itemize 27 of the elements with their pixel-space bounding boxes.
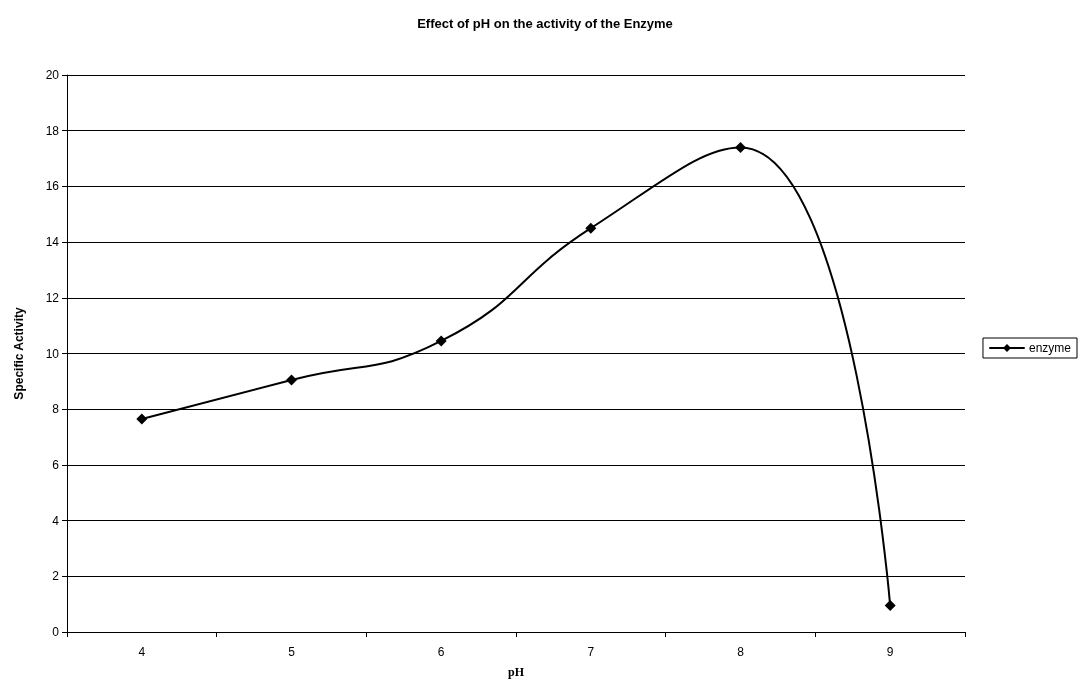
y-tick-label: 20 — [45, 68, 60, 82]
x-tick-label: 7 — [587, 645, 595, 659]
x-tick-label: 4 — [138, 645, 146, 659]
point — [735, 141, 746, 153]
point — [585, 222, 597, 234]
y-tick-label: 8 — [52, 402, 60, 417]
x-tick-label: 6 — [437, 645, 445, 659]
legend-label: enzyme — [1028, 341, 1072, 355]
x-axis-title: pH — [507, 665, 525, 679]
point — [435, 335, 447, 347]
y-tick-label: 6 — [52, 457, 60, 472]
x-tick-label: 8 — [737, 645, 745, 659]
y-tick-label: 10 — [45, 346, 60, 361]
y-tick-label: 4 — [52, 513, 60, 528]
x-tick-label: 5 — [288, 645, 296, 659]
x-tick-label: 9 — [886, 645, 894, 659]
point — [884, 600, 896, 612]
y-tick-label: 14 — [45, 235, 60, 250]
y-axis-title: Specific Activity — [12, 307, 26, 400]
point — [136, 413, 148, 425]
y-tick-label: 18 — [45, 123, 60, 138]
chart-title: Effect of pH on the activity of the Enzyme — [417, 16, 673, 31]
y-tick-label: 16 — [45, 179, 60, 194]
y-tick-label: 12 — [45, 290, 60, 305]
y-tick-label: 0 — [52, 625, 60, 639]
y-tick-label: 2 — [52, 569, 60, 584]
point — [286, 374, 297, 386]
